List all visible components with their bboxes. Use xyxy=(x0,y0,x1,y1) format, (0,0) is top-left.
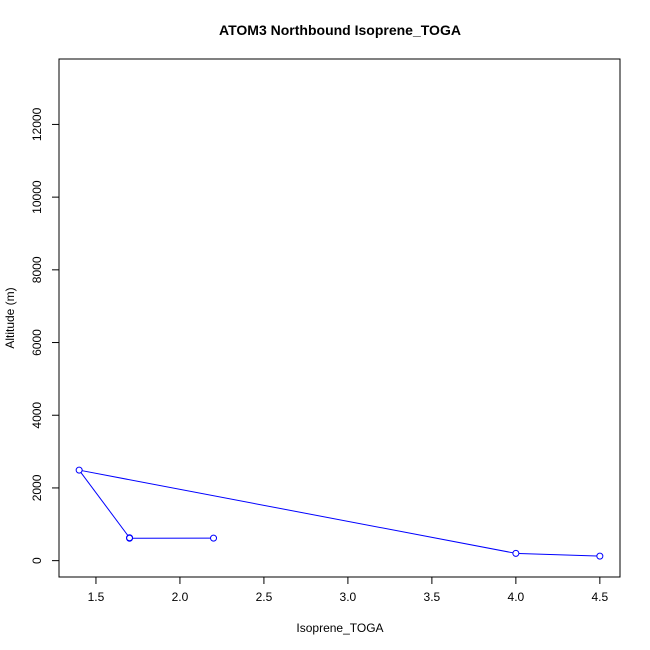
y-axis: 0 2000 4000 6000 8000 10000 12000 xyxy=(30,107,60,564)
series-line-segment xyxy=(82,470,514,554)
x-tick-label: 4.5 xyxy=(592,590,609,604)
x-tick-label: 3.0 xyxy=(340,590,357,604)
y-tick-label: 2000 xyxy=(30,474,44,501)
y-axis-label: Altitude (m) xyxy=(3,287,17,348)
series-line-segment xyxy=(80,472,129,536)
y-tick-label: 6000 xyxy=(30,329,44,356)
y-tick-label: 10000 xyxy=(30,180,44,214)
data-point xyxy=(126,534,134,542)
x-tick-label: 2.5 xyxy=(256,590,273,604)
series-layer xyxy=(75,466,604,560)
x-tick-label: 3.5 xyxy=(424,590,441,604)
data-point xyxy=(512,549,520,557)
x-tick-label: 1.5 xyxy=(88,590,105,604)
x-tick-label: 2.0 xyxy=(172,590,189,604)
y-tick-label: 0 xyxy=(30,557,44,564)
data-point xyxy=(75,466,83,474)
y-tick-label: 4000 xyxy=(30,402,44,429)
x-tick-label: 4.0 xyxy=(508,590,525,604)
y-tick-label: 8000 xyxy=(30,256,44,283)
series-line-segment xyxy=(518,552,597,557)
y-tick-label: 12000 xyxy=(30,107,44,141)
chart-title: ATOM3 Northbound Isoprene_TOGA xyxy=(219,22,461,38)
x-axis: 1.5 2.0 2.5 3.0 3.5 4.0 4.5 xyxy=(88,576,609,604)
data-point xyxy=(210,534,218,542)
x-axis-label: Isoprene_TOGA xyxy=(296,621,383,635)
data-point xyxy=(596,552,604,560)
